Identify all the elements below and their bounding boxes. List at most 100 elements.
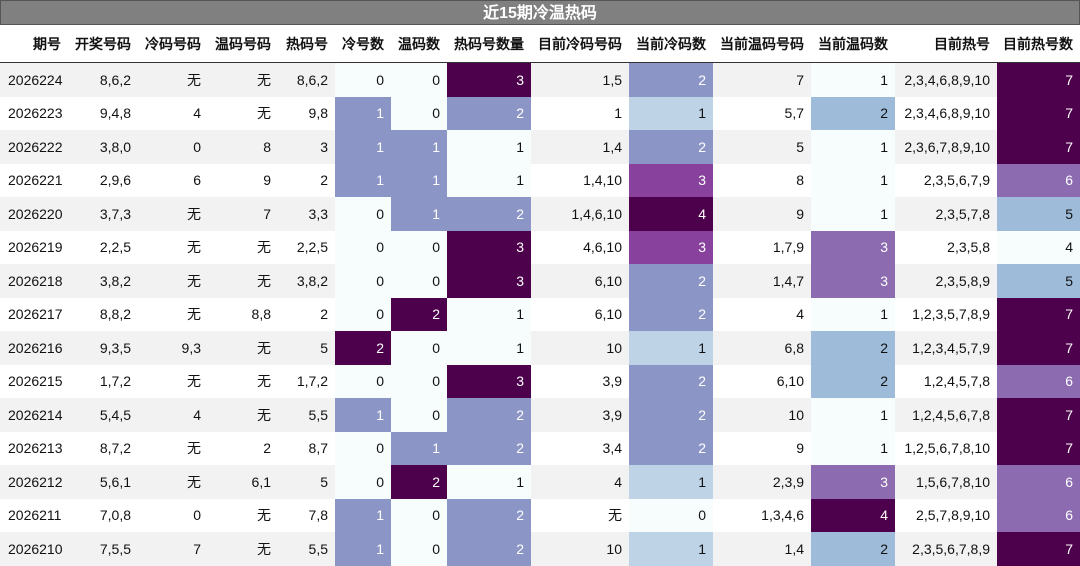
- table-cell: 3,4: [531, 431, 629, 465]
- table-cell: 1,7,9: [713, 230, 811, 264]
- table-cell: 5,7: [713, 96, 811, 130]
- table-cell: 5: [997, 264, 1080, 298]
- table-cell: 2: [447, 498, 531, 532]
- table-cell: 7: [997, 96, 1080, 130]
- table-cell: 8: [713, 163, 811, 197]
- table-cell: 0: [391, 264, 447, 298]
- table-cell: 4,6,10: [531, 230, 629, 264]
- table-cell: 2,3,5,8,9: [895, 264, 997, 298]
- table-cell: 无: [208, 264, 278, 298]
- table-row: 2026215 1,7,2 无无 1,7,2 0 0 3 3,9 2 6,10 2 1,2,4,5,7…: [0, 364, 1080, 398]
- table-cell: 2026224: [0, 62, 68, 97]
- table-cell: 2: [629, 398, 713, 432]
- table-cell: 0: [391, 62, 447, 97]
- table-cell: 9: [713, 197, 811, 231]
- table-cell: 1,2,4,5,7,8: [895, 364, 997, 398]
- table-row: 2026223 9,4,8 4 无 9,8 1 0 2 1 1 5,7 2 2,3,4,6,8,9,10…: [0, 96, 1080, 130]
- table-row: 2026217 8,8,2 无 8,8 2 0 2 1 6,10 2 4 1 1,2,3,5,7,8,9…: [0, 297, 1080, 331]
- column-header: 目前热号: [895, 25, 997, 63]
- table-cell: 6,10: [713, 364, 811, 398]
- table-cell: 1: [811, 163, 895, 197]
- table-cell: 1,2,5,6,7,8,10: [895, 431, 997, 465]
- table-cell: 1: [391, 197, 447, 231]
- table-title: 近15期冷温热码: [0, 0, 1080, 25]
- table-cell: 2026212: [0, 465, 68, 499]
- table-row: 2026212 5,6,1 无 6,1 5 0 2 1 4 1 2,3,9 3 1,5,6,7,8,10…: [0, 465, 1080, 499]
- table-cell: 1: [391, 163, 447, 197]
- table-cell: 6,8: [713, 331, 811, 365]
- table-cell: 4: [629, 197, 713, 231]
- column-header: 当前温码号码: [713, 25, 811, 63]
- table-cell: 无: [138, 431, 208, 465]
- table-cell: 2026210: [0, 532, 68, 566]
- table-cell: 7: [997, 130, 1080, 164]
- table-cell: 10: [531, 331, 629, 365]
- table-cell: 2026216: [0, 331, 68, 365]
- table-cell: 1: [447, 163, 531, 197]
- table-cell: 1: [335, 130, 391, 164]
- table-row: 2026220 3,7,3 无 7 3,3 0 1 2 1,4,6,10 4 9 1 2,3,5,7,8…: [0, 197, 1080, 231]
- table-cell: 2: [629, 297, 713, 331]
- table-cell: 7: [997, 431, 1080, 465]
- table-cell: 3,3: [278, 197, 335, 231]
- table-cell: 2: [811, 532, 895, 566]
- table-cell: 6: [997, 465, 1080, 499]
- table-cell: 6,1: [208, 465, 278, 499]
- table-cell: 2,3,5,6,7,9: [895, 163, 997, 197]
- column-header: 目前热号数: [997, 25, 1080, 63]
- table-cell: 9,3,5: [68, 331, 138, 365]
- table-cell: 3,9: [531, 364, 629, 398]
- table-cell: 2,5,7,8,9,10: [895, 498, 997, 532]
- header-row: 期号 开奖号码 冷码号码 温码号码 热码号 冷号数 温码数 热码号数量 目前冷码号码 当前冷码数当…: [0, 25, 1080, 63]
- table-cell: 2,3,4,6,8,9,10: [895, 62, 997, 97]
- table-cell: 8,7,2: [68, 431, 138, 465]
- table-row: 2026213 8,7,2 无 2 8,7 0 1 2 3,4 2 9 1 1,2,5,6,7,8,10…: [0, 431, 1080, 465]
- table-cell: 0: [391, 96, 447, 130]
- table-cell: 1: [811, 398, 895, 432]
- table-cell: 3,8,2: [68, 264, 138, 298]
- table-cell: 1: [811, 62, 895, 97]
- table-cell: 1: [629, 331, 713, 365]
- table-cell: 0: [335, 364, 391, 398]
- table-cell: 5: [278, 331, 335, 365]
- column-header: 温码数: [391, 25, 447, 63]
- table-cell: 3: [811, 465, 895, 499]
- table-cell: 2: [629, 431, 713, 465]
- column-header: 当前冷码数: [629, 25, 713, 63]
- table-row: 2026214 5,4,5 4 无 5,5 1 0 2 3,9 2 10 1 1,2,4,5,6,7,8…: [0, 398, 1080, 432]
- table-cell: 1,7,2: [68, 364, 138, 398]
- table-cell: 0: [391, 230, 447, 264]
- table-cell: 8,7: [278, 431, 335, 465]
- table-cell: 1,4,10: [531, 163, 629, 197]
- table-cell: 无: [138, 62, 208, 97]
- table-cell: 8: [208, 130, 278, 164]
- table-cell: 7,0,8: [68, 498, 138, 532]
- table-cell: 6,10: [531, 297, 629, 331]
- table-cell: 9: [713, 431, 811, 465]
- table-cell: 3: [447, 62, 531, 97]
- table-cell: 无: [208, 364, 278, 398]
- table-cell: 1,2,4,5,6,7,8: [895, 398, 997, 432]
- table-cell: 2,2,5: [278, 230, 335, 264]
- table-cell: 1,3,4,6: [713, 498, 811, 532]
- table-cell: 7: [997, 331, 1080, 365]
- table-cell: 2: [629, 364, 713, 398]
- column-header: 温码号码: [208, 25, 278, 63]
- table-cell: 6,10: [531, 264, 629, 298]
- table-cell: 4: [138, 96, 208, 130]
- table-cell: 8,8,2: [68, 297, 138, 331]
- table-cell: 2: [629, 62, 713, 97]
- column-header: 冷号数: [335, 25, 391, 63]
- table-cell: 1,2,3,5,7,8,9: [895, 297, 997, 331]
- table-cell: 0: [138, 498, 208, 532]
- table-cell: 2,9,6: [68, 163, 138, 197]
- table-cell: 无: [208, 96, 278, 130]
- table-cell: 3: [629, 163, 713, 197]
- table-cell: 1,7,2: [278, 364, 335, 398]
- table-cell: 5: [997, 197, 1080, 231]
- table-cell: 1: [811, 130, 895, 164]
- table-cell: 9,8: [278, 96, 335, 130]
- table-cell: 无: [208, 331, 278, 365]
- table-row: 2026218 3,8,2 无无 3,8,2 0 0 3 6,10 2 1,4,7 3 2,3,5,8…: [0, 264, 1080, 298]
- table-cell: 3,9: [531, 398, 629, 432]
